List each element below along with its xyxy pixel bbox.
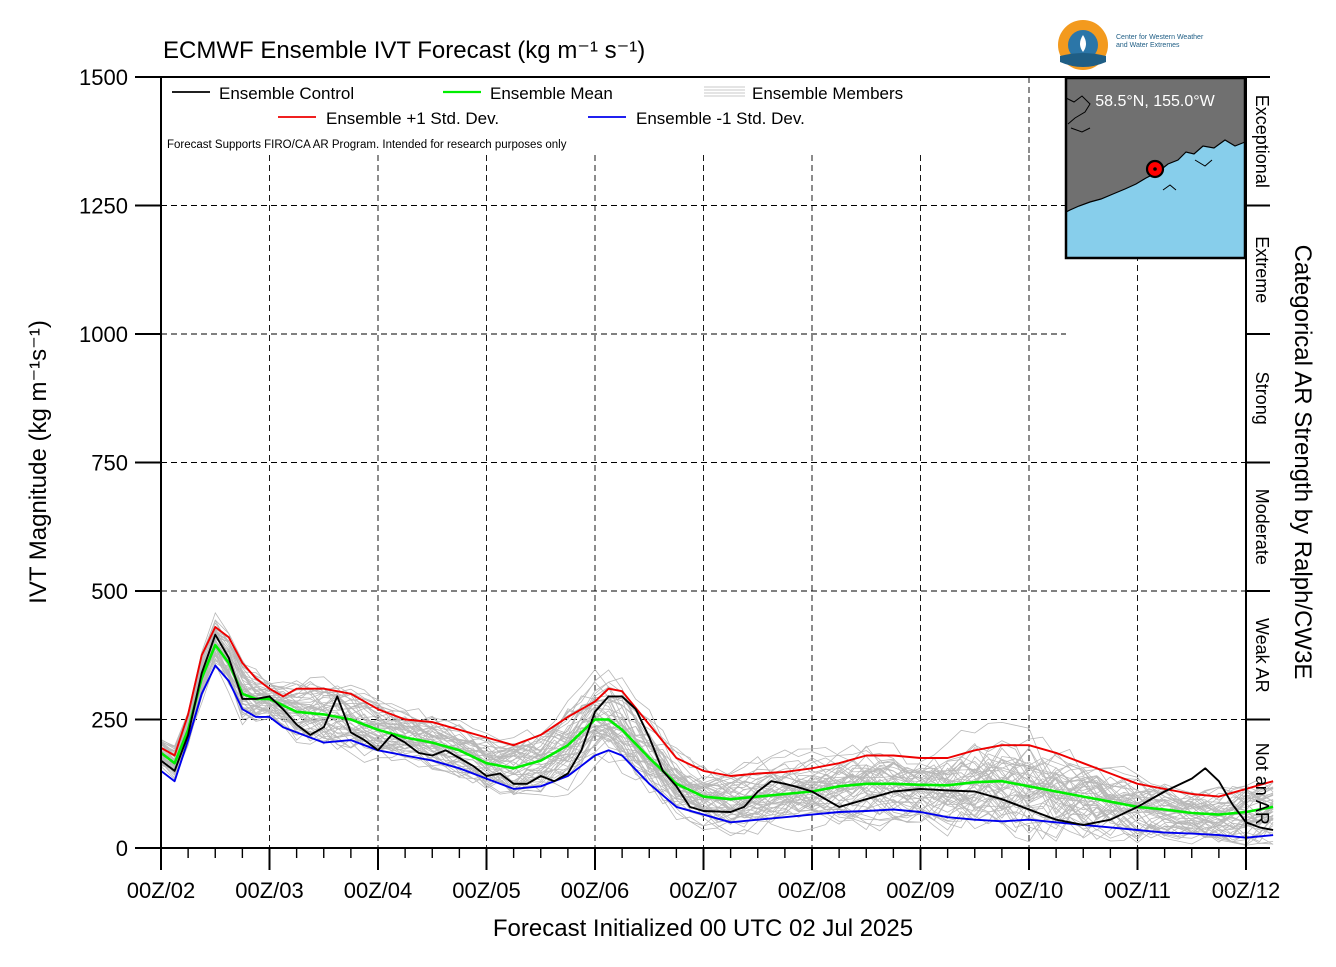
- legend-label-plus-std: Ensemble +1 Std. Dev.: [326, 109, 499, 128]
- x-tick-label-7: 00Z/09: [886, 878, 955, 903]
- x-tick-label-2: 00Z/04: [344, 878, 413, 903]
- category-label-0: Not an AR: [1252, 743, 1272, 825]
- y-tick-label-6: 1500: [79, 65, 128, 90]
- category-label-3: Strong: [1252, 372, 1272, 425]
- category-label-2: Moderate: [1252, 489, 1272, 565]
- ensemble-member-45: [160, 645, 1274, 846]
- x-tick-label-1: 00Z/03: [235, 878, 304, 903]
- legend-label-control: Ensemble Control: [219, 84, 354, 103]
- ensemble-member-24: [160, 640, 1274, 807]
- ensemble-members-layer: [160, 612, 1274, 846]
- logo-text-line-1: Center for Western Weather: [1116, 34, 1204, 41]
- ensemble-member-46: [160, 663, 1274, 843]
- ensemble-member-32: [160, 659, 1274, 827]
- ensemble-member-6: [160, 647, 1274, 838]
- legend-swatch-members: [704, 86, 745, 97]
- ensemble-member-38: [160, 662, 1274, 840]
- y-tick-label-4: 1000: [79, 322, 128, 347]
- y-tick-label-1: 250: [91, 708, 128, 733]
- x-axis-label: Forecast Initialized 00 UTC 02 Jul 2025: [493, 915, 913, 942]
- legend-label-minus-std: Ensemble -1 Std. Dev.: [636, 109, 805, 128]
- axes-layer: 0 250 500 750 1000 1250 1500 00Z/02 00Z/03 00Z/04…: [79, 65, 1280, 903]
- x-tick-label-6: 00Z/08: [778, 878, 847, 903]
- logo-text-line-2: and Water Extremes: [1116, 42, 1180, 49]
- ensemble-member-1: [160, 632, 1274, 824]
- x-tick-label-0: 00Z/02: [127, 878, 196, 903]
- chart-title: ECMWF Ensemble IVT Forecast (kg m⁻¹ s⁻¹): [163, 37, 645, 64]
- ensemble-member-42: [160, 647, 1274, 837]
- y-tick-label-3: 750: [91, 451, 128, 476]
- inset-map-coast-detail: [1065, 95, 1213, 191]
- ensemble-member-41: [160, 640, 1274, 840]
- x-tick-label-8: 00Z/10: [995, 878, 1064, 903]
- y-tick-label-2: 500: [91, 579, 128, 604]
- legend: Ensemble Control Ensemble Mean Ensemble …: [167, 84, 903, 151]
- series-line-ensemble-mean: [160, 643, 1274, 816]
- ensemble-member-48: [160, 651, 1274, 829]
- legend-label-mean: Ensemble Mean: [490, 84, 613, 103]
- grid-layer: [161, 77, 1246, 848]
- y-tick-label-0: 0: [116, 836, 128, 861]
- y-axis-label: IVT Magnitude (kg m⁻¹s⁻¹): [25, 320, 52, 604]
- x-tick-label-4: 00Z/06: [561, 878, 630, 903]
- series-layer: [160, 626, 1274, 839]
- series-line-ensemble-1-std-dev-: [160, 664, 1274, 839]
- x-tick-label-9: 00Z/11: [1104, 878, 1171, 903]
- x-tick-label-3: 00Z/05: [452, 878, 521, 903]
- ensemble-member-39: [160, 645, 1274, 817]
- legend-label-members: Ensemble Members: [752, 84, 903, 103]
- category-label-4: Extreme: [1252, 236, 1272, 303]
- y-tick-label-5: 1250: [79, 194, 128, 219]
- location-inset-map: 58.5°N, 155.0°W: [1064, 76, 1247, 260]
- cw3e-logo: [1058, 20, 1108, 70]
- ensemble-member-33: [160, 622, 1274, 814]
- category-label-1: Weak AR: [1252, 618, 1272, 693]
- inset-location-label: 58.5°N, 155.0°W: [1095, 93, 1215, 110]
- right-axis-label: Categorical AR Strength by Ralph/CW3E: [1289, 245, 1316, 680]
- ensemble-member-21: [160, 652, 1274, 816]
- series-line-ensemble-control: [160, 633, 1274, 831]
- location-marker-center: [1153, 167, 1157, 171]
- x-tick-label-10: 00Z/12: [1212, 878, 1281, 903]
- cw3e-logo-text: Center for Western Weather and Water Ext…: [1116, 34, 1203, 50]
- ensemble-member-40: [160, 645, 1274, 834]
- ensemble-member-49: [160, 654, 1274, 817]
- ensemble-member-36: [160, 644, 1274, 823]
- inset-map-frame: [1064, 76, 1247, 260]
- research-note: Forecast Supports FIRO/CA AR Program. In…: [167, 139, 567, 151]
- category-label-5: Exceptional: [1252, 95, 1272, 188]
- ensemble-member-47: [160, 628, 1274, 814]
- x-tick-label-5: 00Z/07: [669, 878, 738, 903]
